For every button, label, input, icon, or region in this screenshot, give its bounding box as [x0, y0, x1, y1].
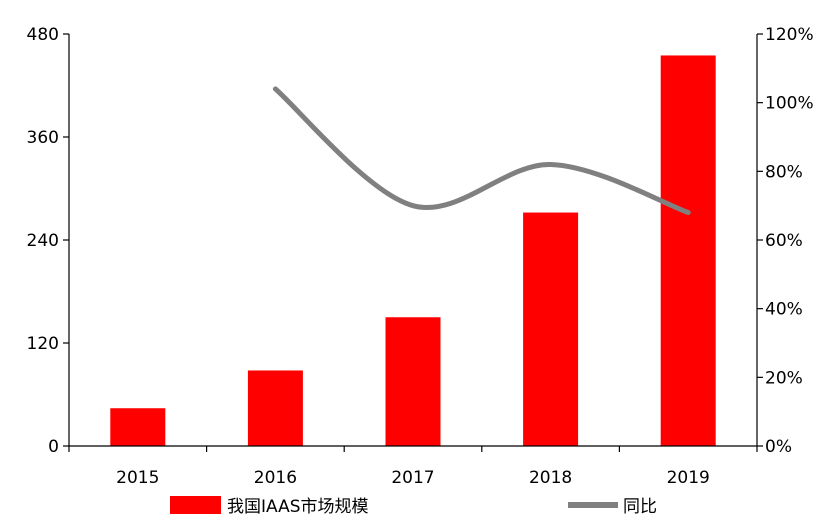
bar-2019: [660, 55, 716, 446]
left-tick-label: 480: [27, 25, 59, 45]
left-y-axis-ticks: 0 120 240 360 480: [27, 25, 69, 457]
left-tick-label: 240: [27, 231, 59, 251]
legend-swatch-bar: [170, 496, 221, 514]
right-tick-label: 120%: [765, 25, 814, 45]
right-tick-label: 80%: [765, 162, 803, 182]
x-axis-ticks: 2015 2016 2017 2018 2019: [68, 446, 758, 488]
x-tick-label: 2015: [116, 468, 159, 488]
right-tick-label: 0%: [765, 437, 792, 457]
x-tick-label: 2017: [391, 468, 434, 488]
legend-label-bar: 我国IAAS市场规模: [227, 497, 369, 517]
right-tick-label: 60%: [765, 231, 803, 251]
bar-2015: [110, 408, 166, 446]
x-tick-label: 2018: [529, 468, 572, 488]
left-tick-label: 360: [27, 128, 59, 148]
bar-series: [110, 55, 716, 446]
bar-2017: [385, 317, 441, 446]
bar-2016: [247, 370, 303, 446]
left-tick-label: 0: [48, 437, 59, 457]
legend-label-line: 同比: [623, 497, 657, 517]
legend: 我国IAAS市场规模 同比: [170, 496, 657, 517]
bar-2018: [523, 212, 579, 446]
x-tick-label: 2019: [667, 468, 710, 488]
x-tick-label: 2016: [254, 468, 297, 488]
right-y-axis-ticks: 0% 20% 40% 60% 80% 100% 120%: [757, 25, 814, 457]
yoy-line: [272, 86, 691, 216]
right-tick-label: 100%: [765, 94, 814, 114]
right-tick-label: 40%: [765, 300, 803, 320]
line-series: [272, 86, 691, 216]
left-tick-label: 120: [27, 334, 59, 354]
right-tick-label: 20%: [765, 368, 803, 388]
